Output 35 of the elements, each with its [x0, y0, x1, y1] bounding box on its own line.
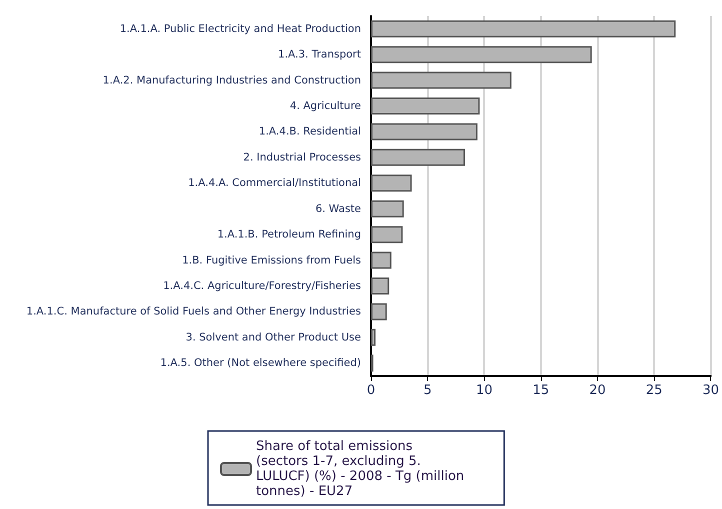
y-tick-label: 6. Waste — [315, 202, 361, 215]
bar — [371, 20, 676, 38]
y-tick-label: 1.A.4.A. Commercial/Institutional — [188, 177, 361, 190]
bar — [371, 174, 412, 192]
y-tick-label: 1.A.2. Manufacturing Industries and Construction — [102, 74, 361, 86]
x-tick-label: 10 — [476, 383, 493, 398]
bar — [371, 123, 478, 140]
y-tick-label: 1.A.1.A. Public Electricity and Heat Production — [120, 22, 361, 35]
bar — [371, 72, 512, 89]
y-tick-label: 1.A.5. Other (Not elsewhere specified) — [160, 357, 361, 370]
y-tick-label: 2. Industrial Processes — [243, 151, 361, 164]
x-tick-label: 30 — [702, 383, 719, 398]
x-tick-label: 15 — [532, 383, 550, 398]
bar — [371, 46, 592, 64]
bar — [371, 303, 387, 320]
x-tick-label: 25 — [646, 383, 662, 398]
bar — [371, 226, 403, 244]
x-tick-label: 5 — [423, 383, 432, 398]
y-tick-label: 1.B. Fugitive Emissions from Fuels — [182, 254, 361, 266]
legend-label: Share of total emissions (sectors 1-7, excluding 5. LULUCF) (%) - 2008 - Tg (million tonnes) - EU27 — [256, 439, 464, 499]
y-tick-label: 1.A.1.C. Manufacture of Solid Fuels and Other Energy Industries — [26, 306, 361, 318]
y-tick-label: 1.A.1.B. Petroleum Refining — [217, 228, 361, 241]
bar — [371, 148, 465, 166]
y-tick-label: 1.A.4.C. Agriculture/Forestry/Fisheries — [163, 280, 361, 292]
x-tick-label: 0 — [366, 383, 376, 398]
bar — [371, 200, 404, 218]
bar — [371, 328, 376, 346]
y-tick-label: 4. Agriculture — [290, 100, 361, 112]
bar — [371, 98, 480, 114]
y-tick-label: 1.A.4.B. Residential — [258, 126, 361, 138]
bar — [371, 252, 392, 269]
y-tick-label: 1.A.3. Transport — [278, 48, 361, 61]
x-tick-label: 20 — [589, 383, 606, 398]
bar — [371, 278, 390, 294]
y-tick-label: 3. Solvent and Other Product Use — [186, 331, 361, 344]
